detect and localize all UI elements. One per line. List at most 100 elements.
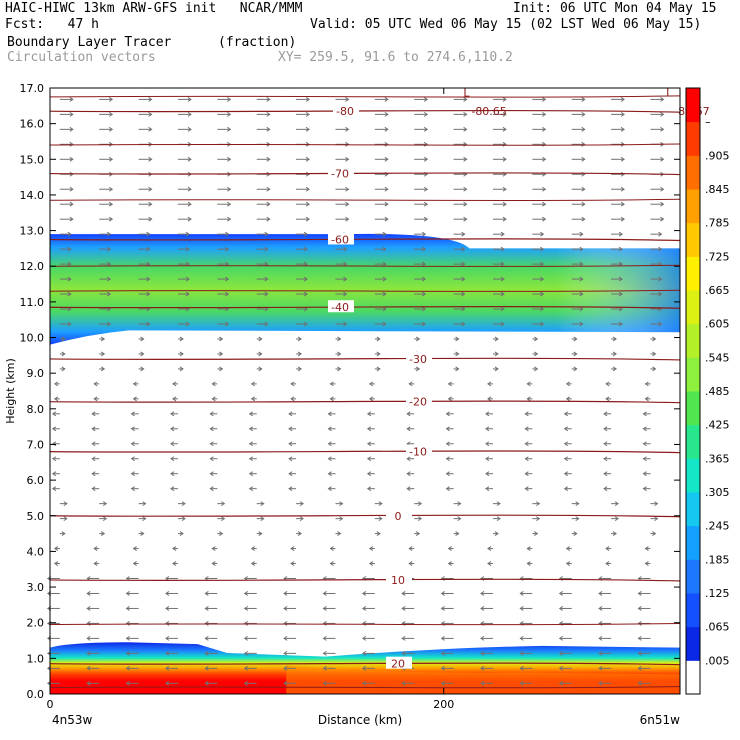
- vector-arrow: [637, 591, 651, 596]
- vector-arrow: [650, 126, 665, 132]
- vector-arrow: [414, 201, 429, 207]
- vector-arrow: [99, 336, 106, 342]
- vector-arrow: [492, 96, 507, 102]
- vector-arrow: [248, 441, 257, 447]
- vector-arrow: [138, 321, 151, 327]
- vector-arrow: [177, 291, 190, 297]
- vector-arrow: [492, 321, 505, 327]
- vector-arrow: [414, 141, 429, 147]
- vector-arrow: [217, 531, 224, 537]
- header-fcst: Fcst: 47 h: [5, 17, 99, 32]
- vector-arrow: [532, 126, 547, 132]
- x-end-label: 6n51w: [640, 713, 681, 727]
- vector-arrow: [532, 291, 545, 297]
- vector-arrow: [453, 261, 466, 267]
- vector-arrow: [650, 186, 665, 192]
- vector-arrow: [642, 486, 651, 492]
- contour-label: 20: [391, 658, 405, 671]
- vector-arrow: [256, 531, 263, 537]
- vector-arrow: [571, 516, 580, 522]
- vector-arrow: [637, 680, 651, 686]
- vector-arrow: [125, 680, 139, 686]
- vector-arrow: [296, 231, 308, 237]
- vector-arrow: [329, 396, 336, 402]
- y-tick-label: 8.0: [27, 403, 45, 416]
- vector-arrow: [288, 411, 297, 417]
- vector-arrow: [132, 396, 139, 402]
- vector-arrow: [611, 321, 623, 327]
- vector-arrow: [532, 366, 539, 372]
- vector-arrow: [217, 126, 232, 132]
- vector-arrow: [440, 591, 454, 596]
- vector-arrow: [296, 291, 308, 297]
- colorbar-label: .845: [705, 183, 730, 196]
- vector-arrow: [172, 381, 178, 387]
- vector-arrow: [485, 411, 493, 417]
- vector-arrow: [59, 516, 68, 522]
- vector-arrow: [125, 665, 139, 671]
- vector-arrow: [217, 276, 230, 282]
- vector-arrow: [453, 216, 468, 222]
- vector-arrow: [335, 261, 348, 267]
- vector-arrow: [650, 291, 663, 297]
- vector-arrow: [93, 381, 100, 387]
- vector-arrow: [571, 126, 586, 132]
- vector-arrow: [519, 635, 533, 641]
- vector-arrow: [217, 516, 226, 522]
- contour-label-bg: [386, 656, 412, 669]
- vector-arrow: [374, 96, 389, 102]
- colorbar-swatch: [686, 391, 700, 426]
- vector-arrow: [217, 231, 230, 237]
- vector-arrow: [177, 351, 184, 357]
- vector-arrow: [453, 96, 468, 102]
- vector-arrow: [447, 381, 454, 387]
- vector-arrow: [366, 441, 375, 447]
- vector-arrow: [177, 276, 190, 282]
- vector-arrow: [558, 606, 572, 611]
- colorbar-label: .545: [705, 351, 730, 364]
- vector-arrow: [401, 591, 415, 596]
- vector-arrow: [611, 246, 623, 252]
- vector-arrow: [650, 96, 665, 102]
- vector-arrow: [177, 336, 184, 342]
- vector-arrow: [256, 351, 263, 357]
- vector-arrow: [447, 396, 454, 402]
- vector-arrow: [453, 321, 466, 327]
- vector-arrow: [650, 516, 659, 522]
- vector-arrow: [374, 366, 381, 372]
- vector-arrow: [290, 381, 297, 387]
- y-axis-label: Height (km): [4, 358, 17, 424]
- vector-arrow: [217, 111, 232, 117]
- vector-arrow: [563, 426, 572, 432]
- vector-arrow: [99, 231, 112, 237]
- vector-arrow: [209, 471, 218, 477]
- vector-arrow: [487, 381, 493, 387]
- contour-line: [49, 95, 681, 98]
- vector-arrow: [59, 501, 68, 507]
- vector-arrow: [327, 471, 336, 477]
- vector-arrow: [99, 186, 114, 192]
- vector-arrow: [571, 96, 586, 102]
- vector-arrow: [138, 531, 145, 537]
- vector-arrow: [485, 486, 493, 492]
- vector-arrow: [611, 216, 625, 222]
- vector-arrow: [492, 126, 507, 132]
- vector-arrow: [322, 591, 336, 596]
- vector-arrow: [445, 456, 454, 462]
- vector-arrow: [485, 456, 493, 462]
- vector-arrow: [132, 546, 139, 551]
- vector-arrow: [91, 441, 100, 447]
- vector-arrow: [256, 246, 269, 252]
- vector-arrow: [374, 351, 381, 357]
- y-tick-label: 17.0: [20, 82, 45, 95]
- vector-arrow: [51, 426, 60, 432]
- vector-arrow: [374, 156, 389, 162]
- vector-arrow: [565, 381, 572, 387]
- colorbar-swatch: [686, 121, 700, 156]
- vector-arrow: [524, 486, 533, 492]
- vector-arrow: [563, 456, 572, 462]
- vector-arrow: [492, 531, 499, 537]
- vector-arrow: [361, 591, 375, 596]
- vector-arrow: [177, 366, 184, 372]
- vector-arrow: [374, 516, 383, 522]
